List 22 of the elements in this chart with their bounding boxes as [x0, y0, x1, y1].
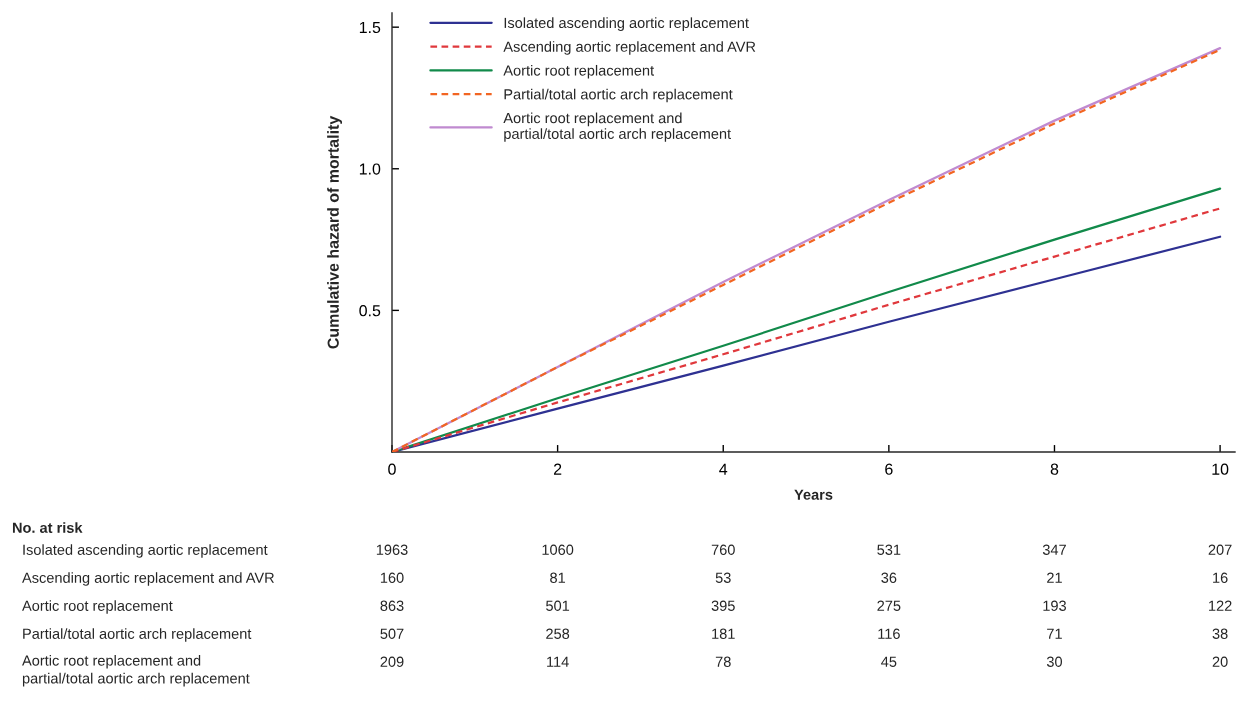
- text: Partial/total aortic arch replacement 507 258 181 116 71 38: [23, 628, 1228, 642]
- x-tick-label: 2: [553, 463, 562, 475]
- x-tick-label: 10: [1212, 463, 1229, 475]
- text: Aortic root replacement and partial/total aortic arch replacement 209 114 78 45 30 20: [22, 655, 1228, 687]
- y-tick-label: 0.5: [359, 305, 381, 317]
- x-tick-label: 4: [719, 463, 728, 475]
- y-tick-label: 1.0: [359, 163, 381, 175]
- y-tick-label: 1.5: [359, 21, 381, 34]
- text: No. at risk: [12, 522, 83, 533]
- legend-label: Partial/total aortic arch replacement: [504, 88, 733, 103]
- x-tick-label: 8: [1050, 463, 1059, 475]
- legend-label: Aortic root replacement: [503, 64, 654, 79]
- x-tick-label: 6: [885, 463, 893, 475]
- text: Ascending aortic replacement and AVR 160 81 53 36 21 16: [22, 572, 1228, 586]
- x-axis-title: Years: [794, 489, 833, 500]
- text: Aortic root replacement 863 501 395 275 193 122: [22, 600, 1232, 614]
- x-tick-label: 0: [388, 463, 396, 475]
- legend-label: Isolated ascending aortic replacement: [504, 17, 749, 31]
- legend-label: Ascending aortic replacement and AVR: [503, 41, 756, 55]
- text: Isolated ascending aortic replacement 1963 1060 760 531 347 207: [23, 544, 1232, 558]
- legend-label: Aortic root replacement and partial/total aortic arch replacement: [503, 112, 731, 142]
- y-axis-title: Cumulative hazard of mortality: [327, 115, 343, 349]
